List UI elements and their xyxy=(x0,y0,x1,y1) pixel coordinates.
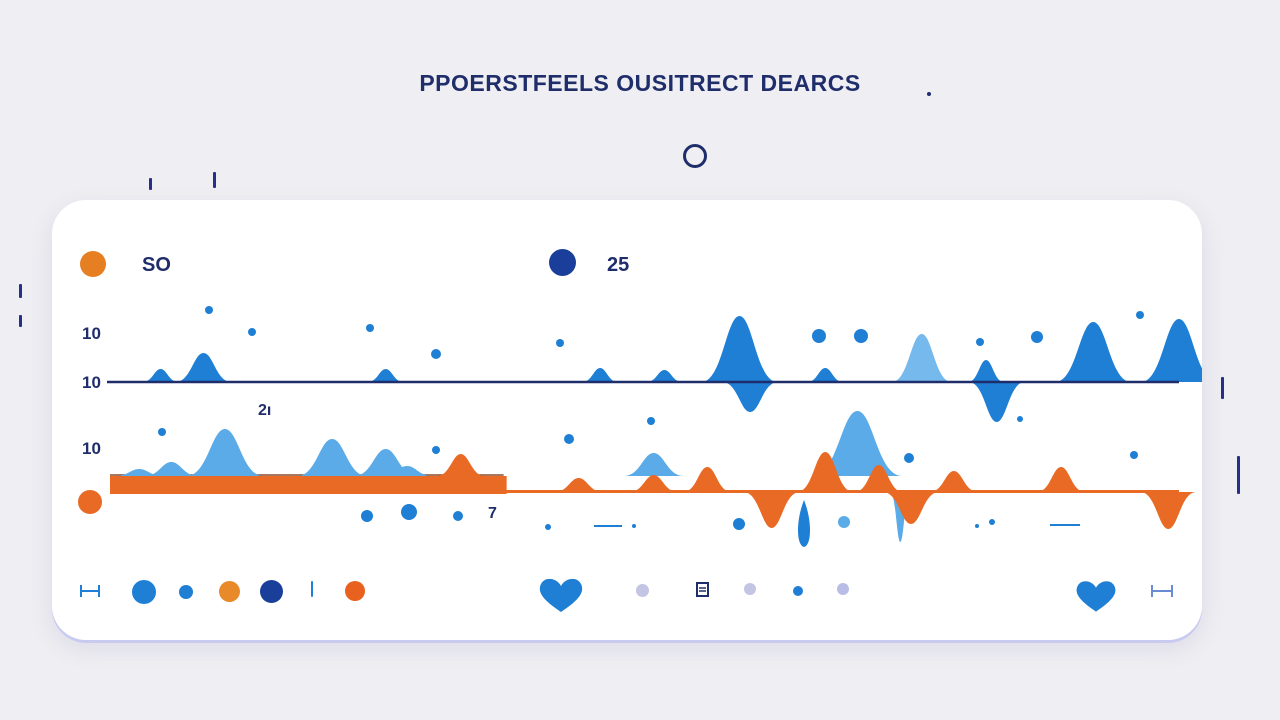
orange-series-peak-9 xyxy=(883,492,939,524)
legend-swatch-orange[interactable] xyxy=(80,251,106,277)
pale-series-peak-0 xyxy=(891,334,952,382)
scatter-point-10 xyxy=(1017,416,1023,422)
blue-series-peak-9 xyxy=(1141,319,1202,382)
control-dot[interactable] xyxy=(345,581,365,601)
scatter-point-4 xyxy=(556,339,564,347)
light-series-peak-1 xyxy=(144,462,199,476)
light-series-peak-7 xyxy=(812,411,903,476)
blue-series-peak-2 xyxy=(367,369,404,382)
tick-mark xyxy=(19,284,22,298)
scatter-point-13 xyxy=(564,434,574,444)
scatter-point-12 xyxy=(647,417,655,425)
page-icon[interactable] xyxy=(696,582,710,598)
scatter-point-5 xyxy=(812,329,826,343)
blue-series-peak-8 xyxy=(1055,322,1132,382)
orange-series-peak-7 xyxy=(1037,467,1086,492)
scatter-point-16 xyxy=(1130,451,1138,459)
scatter-point-23 xyxy=(975,524,979,528)
scatter-point-0 xyxy=(205,306,213,314)
legend-swatch-navy[interactable] xyxy=(549,249,576,276)
control-dot[interactable] xyxy=(132,580,156,604)
page-title-text: PPOERSTFEELS OUSITRECT DEARCS xyxy=(419,70,861,96)
light-series-peak-2 xyxy=(186,429,264,476)
orange-series-peak-10 xyxy=(1140,492,1197,529)
blue-series-peak-0 xyxy=(142,369,179,382)
orange-series-peak-6 xyxy=(929,471,978,492)
legend-label-25: 25 xyxy=(607,254,630,276)
scatter-point-9 xyxy=(1136,311,1144,319)
orange-series-peak-5 xyxy=(854,465,903,492)
light-series-peak-6 xyxy=(623,453,684,476)
chart-card: SO 25 10 10 10 2ı 7 xyxy=(52,200,1202,640)
scatter-point-17 xyxy=(361,510,373,522)
control-dot[interactable] xyxy=(837,583,849,595)
scatter-point-2 xyxy=(366,324,374,332)
legend-label-so: SO xyxy=(142,254,171,276)
tick-mark xyxy=(311,581,313,597)
annotation-label: 7 xyxy=(488,505,497,522)
scatter-point-11 xyxy=(158,428,166,436)
scatter-point-14 xyxy=(432,446,440,454)
orange-series-peak-1 xyxy=(554,478,603,492)
scatter-point-21 xyxy=(733,518,745,530)
heart-icon[interactable] xyxy=(1074,578,1118,614)
orange-series-peak-0 xyxy=(436,454,485,476)
tick-mark xyxy=(1221,377,1224,399)
y-axis-label: 10 xyxy=(82,439,101,458)
blue-series-peak-5 xyxy=(701,316,778,382)
scatter-point-24 xyxy=(989,519,995,525)
orange-marker[interactable] xyxy=(78,490,102,514)
control-dot[interactable] xyxy=(260,580,283,603)
scatter-point-3 xyxy=(431,349,441,359)
ring-icon[interactable] xyxy=(683,144,707,168)
scatter-point-1 xyxy=(248,328,256,336)
scatter-point-20 xyxy=(545,524,551,530)
scatter-point-15 xyxy=(904,453,914,463)
light-series-peak-3 xyxy=(297,439,368,476)
scatter-point-22 xyxy=(838,516,850,528)
annotation-label: 2ı xyxy=(258,402,272,419)
tick-mark xyxy=(19,315,22,327)
scatter-point-7 xyxy=(976,338,984,346)
orange-series-peak-8 xyxy=(743,492,800,528)
y-axis-label: 10 xyxy=(82,324,101,343)
light-series-peak-5 xyxy=(381,466,433,476)
control-dot[interactable] xyxy=(179,585,193,599)
blue-series-peak-7 xyxy=(968,360,1005,382)
blue-series-peak-3 xyxy=(582,368,619,382)
light-series-peak-0 xyxy=(114,469,164,476)
drop-marker xyxy=(798,500,810,547)
orange-series-peak-2 xyxy=(629,475,678,492)
y-axis-label: 10 xyxy=(82,373,101,392)
scatter-point-18 xyxy=(401,504,417,520)
blue-series-peak-6 xyxy=(807,368,844,382)
control-dot[interactable] xyxy=(744,583,756,595)
scatter-point-extra xyxy=(632,524,636,528)
title-dot xyxy=(927,92,931,96)
range-bracket-icon[interactable] xyxy=(1150,583,1174,599)
control-dot[interactable] xyxy=(636,584,649,597)
range-bracket-icon[interactable] xyxy=(79,583,101,599)
blue-series-peak-1 xyxy=(175,353,232,382)
blue-series-peak-4 xyxy=(646,370,683,382)
orange-band xyxy=(110,476,507,494)
orange-series-peak-3 xyxy=(683,467,732,492)
scatter-point-8 xyxy=(1031,331,1043,343)
blue-series-peak-11 xyxy=(968,382,1025,422)
scatter-point-19 xyxy=(453,511,463,521)
heart-icon[interactable] xyxy=(537,576,585,614)
tick-mark xyxy=(1237,456,1240,494)
tick-mark xyxy=(149,178,152,190)
control-dot[interactable] xyxy=(793,586,803,596)
scatter-point-6 xyxy=(854,329,868,343)
control-dot[interactable] xyxy=(219,581,240,602)
orange-series-peak-4 xyxy=(797,452,854,492)
tick-mark xyxy=(213,172,216,188)
chart-canvas xyxy=(107,306,1202,547)
page-title: PPOERSTFEELS OUSITRECT DEARCS xyxy=(0,70,1280,97)
blue-series-peak-10 xyxy=(722,382,779,412)
